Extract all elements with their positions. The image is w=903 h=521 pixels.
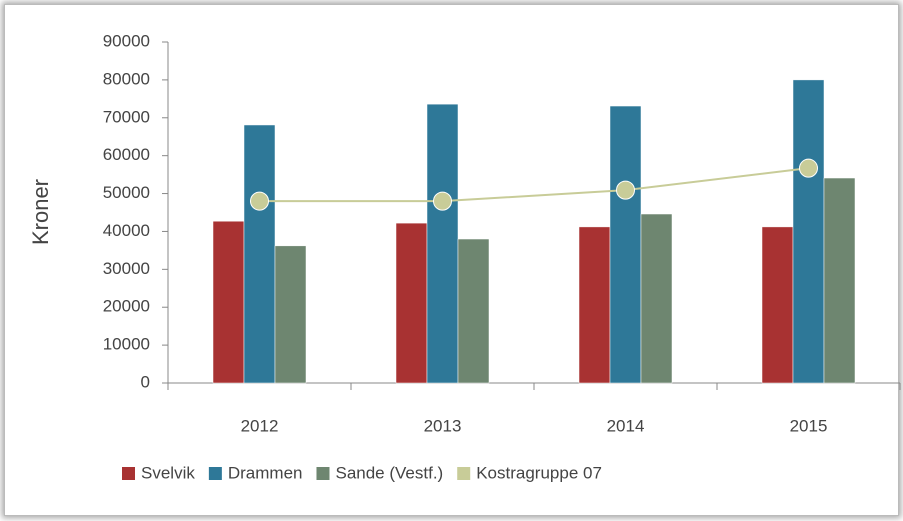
y-tick-label: 40000 (103, 221, 150, 240)
bar (457, 238, 490, 384)
x-tick-label: 2012 (241, 416, 279, 435)
bar (426, 103, 459, 384)
line-marker (433, 191, 452, 211)
bar (243, 124, 276, 384)
legend-swatch (208, 467, 222, 480)
bar (792, 79, 825, 384)
y-tick-label: 70000 (103, 107, 150, 126)
y-axis-label: Kroner (28, 179, 53, 245)
legend-label: Sande (Vestf.) (335, 463, 443, 482)
x-tick-label: 2015 (790, 416, 828, 435)
legend-label: Svelvik (141, 463, 195, 482)
y-tick-label: 20000 (103, 297, 150, 316)
legend-swatch (457, 467, 471, 480)
y-tick-label: 0 (141, 372, 150, 391)
x-tick-label: 2013 (424, 416, 462, 435)
bar (395, 222, 428, 384)
y-tick-label: 90000 (103, 31, 150, 50)
y-tick-label: 30000 (103, 259, 150, 278)
y-tick-label: 50000 (103, 183, 150, 202)
line (259, 167, 809, 203)
bar (212, 220, 245, 384)
y-tick-label: 10000 (103, 335, 150, 354)
bar (823, 177, 856, 384)
x-tick-label: 2014 (607, 416, 645, 435)
bar (274, 245, 307, 384)
line-marker (616, 180, 635, 200)
bar (640, 213, 673, 384)
y-tick-label: 60000 (103, 145, 150, 164)
bar (609, 105, 642, 384)
bar (761, 226, 794, 384)
y-tick-label: 80000 (103, 69, 150, 88)
line-marker (250, 191, 269, 211)
bar (578, 226, 611, 384)
legend-label: Drammen (228, 463, 303, 482)
legend-label: Kostragruppe 07 (476, 463, 602, 482)
line-marker (799, 158, 818, 178)
legend-swatch (122, 467, 135, 480)
legend-swatch (316, 467, 330, 480)
